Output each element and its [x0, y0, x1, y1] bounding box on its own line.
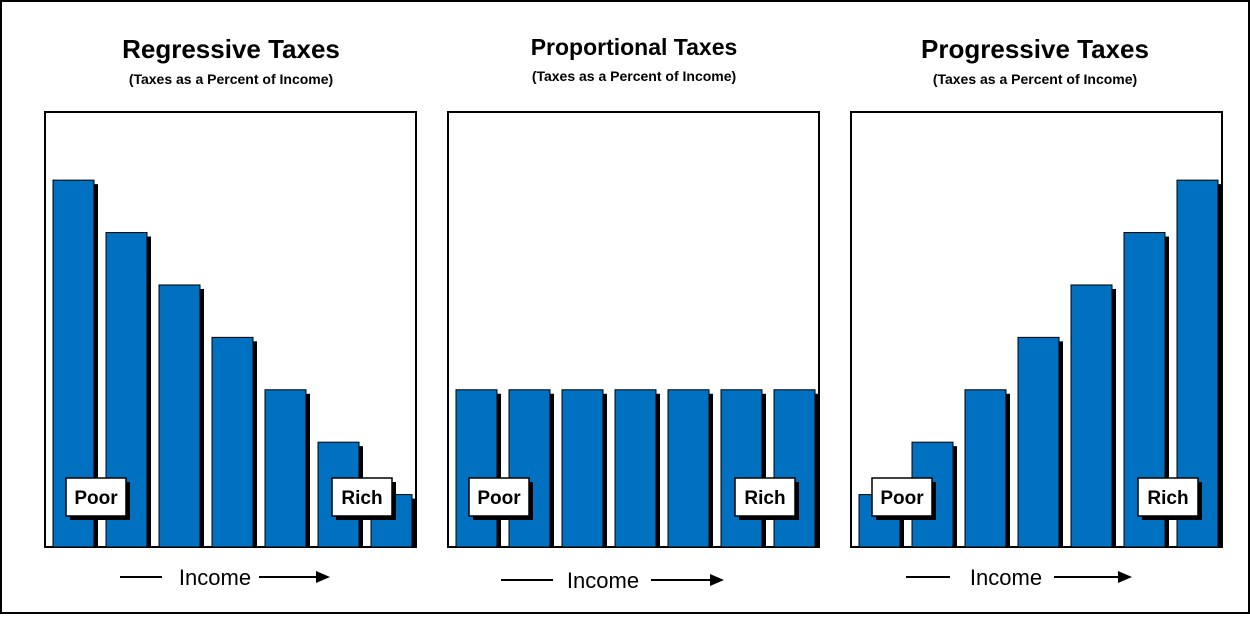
bar-5 — [1070, 284, 1113, 548]
chart-subtitle: (Taxes as a Percent of Income) — [933, 71, 1137, 87]
x-axis-label: Income — [567, 568, 639, 593]
chart-title: Proportional Taxes — [531, 34, 738, 60]
category-label-rich: Rich — [331, 477, 396, 520]
bar-4 — [614, 389, 657, 548]
x-axis-label-group: Income — [906, 565, 1132, 590]
chart-title: Progressive Taxes — [921, 34, 1149, 64]
x-axis-label: Income — [970, 565, 1042, 590]
category-label-poor: Poor — [871, 477, 936, 520]
label-box — [734, 477, 796, 517]
bar-4 — [211, 336, 254, 548]
category-label-poor: Poor — [65, 477, 130, 520]
label-box — [468, 477, 530, 517]
bar-3 — [158, 284, 201, 548]
bar-3 — [964, 389, 1007, 548]
category-label-text: Rich — [341, 488, 382, 509]
chart-subtitle: (Taxes as a Percent of Income) — [532, 68, 736, 84]
label-box — [65, 477, 127, 517]
bar-1 — [455, 389, 498, 548]
category-label-text: Poor — [880, 488, 924, 509]
panel-proportional: Proportional Taxes (Taxes as a Percent o… — [447, 34, 820, 593]
category-labels: Poor Rich — [871, 477, 1202, 520]
chart-title: Regressive Taxes — [122, 34, 340, 64]
bar-4 — [1017, 336, 1060, 548]
panel-regressive: Regressive Taxes (Taxes as a Percent of … — [44, 34, 417, 590]
label-box — [871, 477, 933, 517]
label-box — [1137, 477, 1199, 517]
category-labels: Poor Rich — [65, 477, 396, 520]
category-label-text: Rich — [1147, 488, 1188, 509]
bar-5 — [264, 389, 307, 548]
category-label-rich: Rich — [1137, 477, 1202, 520]
category-label-poor: Poor — [468, 477, 533, 520]
right-arrow-icon — [316, 571, 330, 583]
category-labels: Poor Rich — [468, 477, 799, 520]
panel-progressive: Progressive Taxes (Taxes as a Percent of… — [850, 34, 1223, 590]
right-arrow-icon — [1118, 571, 1132, 583]
category-label-text: Poor — [477, 488, 521, 509]
bar-7 — [773, 389, 816, 548]
label-box — [331, 477, 393, 517]
category-label-text: Rich — [744, 488, 785, 509]
x-axis-label: Income — [179, 565, 251, 590]
category-label-rich: Rich — [734, 477, 799, 520]
bar-5 — [667, 389, 710, 548]
right-arrow-icon — [710, 574, 724, 586]
category-label-text: Poor — [74, 488, 118, 509]
bar-3 — [561, 389, 604, 548]
bar-6 — [720, 389, 763, 548]
x-axis-label-group: Income — [120, 565, 330, 590]
bar-2 — [508, 389, 551, 548]
x-axis-label-group: Income — [501, 568, 724, 593]
bars-group — [455, 389, 819, 548]
chart-subtitle: (Taxes as a Percent of Income) — [129, 71, 333, 87]
